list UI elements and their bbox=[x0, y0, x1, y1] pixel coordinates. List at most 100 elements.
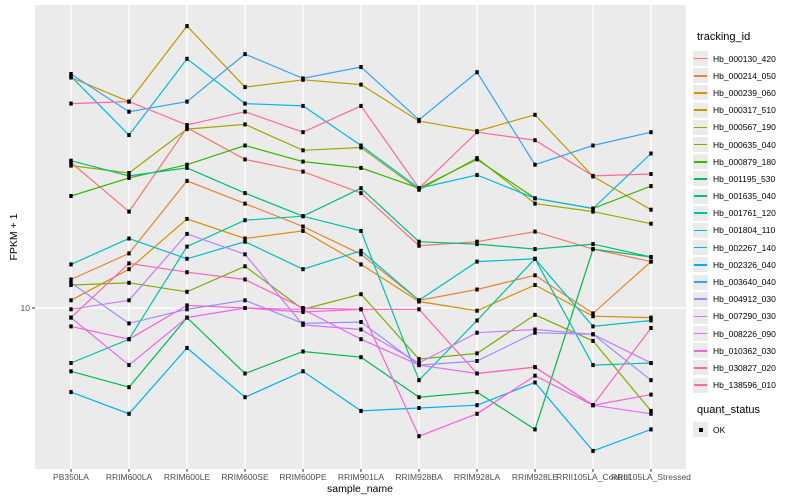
data-point bbox=[533, 373, 537, 378]
data-point bbox=[185, 123, 189, 127]
data-point bbox=[475, 318, 479, 323]
quant-legend-key bbox=[693, 422, 708, 438]
legend-swatch-line-icon bbox=[694, 92, 707, 94]
data-point bbox=[69, 283, 73, 287]
data-point bbox=[185, 24, 189, 29]
legend-key bbox=[693, 240, 708, 256]
x-tick-label: RRIM901LA bbox=[338, 472, 385, 482]
data-point bbox=[533, 273, 537, 278]
legend-item-label: Hb_000130_420 bbox=[713, 53, 776, 64]
data-point bbox=[127, 99, 131, 104]
data-point bbox=[127, 321, 131, 326]
legend-swatch-line-icon bbox=[694, 367, 707, 369]
data-point bbox=[591, 403, 595, 408]
data-point bbox=[417, 186, 421, 191]
data-point bbox=[69, 280, 73, 285]
data-point bbox=[417, 117, 421, 122]
data-point bbox=[649, 207, 653, 212]
data-point bbox=[359, 103, 363, 108]
x-tick-label: RRIM600SE bbox=[221, 472, 269, 482]
data-point bbox=[185, 256, 189, 261]
legend-swatch-line-icon bbox=[694, 109, 707, 111]
data-point bbox=[533, 256, 537, 261]
data-point bbox=[127, 209, 131, 214]
legend-swatch-line-icon bbox=[694, 315, 707, 318]
data-point bbox=[243, 306, 247, 310]
data-point bbox=[243, 298, 247, 303]
data-point bbox=[185, 127, 189, 132]
data-point bbox=[475, 403, 479, 408]
data-point bbox=[649, 378, 653, 383]
legend-swatch-line-icon bbox=[694, 298, 707, 300]
data-point bbox=[69, 158, 73, 163]
data-point bbox=[359, 186, 363, 191]
x-tick-label: RRIM600LA bbox=[106, 472, 153, 482]
legend-item: Hb_000214_050 bbox=[693, 67, 776, 84]
data-point bbox=[533, 196, 537, 201]
data-point bbox=[591, 247, 595, 252]
x-tick-label: RRIM928BA bbox=[395, 472, 443, 482]
data-point bbox=[533, 201, 537, 206]
data-point bbox=[185, 244, 189, 249]
legend-item: Hb_000239_060 bbox=[693, 84, 776, 101]
data-point bbox=[533, 380, 537, 385]
data-point bbox=[69, 298, 73, 303]
data-point bbox=[301, 310, 305, 314]
legend-key bbox=[693, 274, 708, 290]
data-point bbox=[359, 165, 363, 170]
legend-swatch-line-icon bbox=[694, 126, 707, 129]
data-point bbox=[359, 320, 363, 324]
data-point bbox=[533, 112, 537, 117]
data-point bbox=[243, 218, 247, 223]
legend-item-label: Hb_002267_140 bbox=[713, 242, 776, 253]
data-point bbox=[533, 312, 537, 317]
legend-item-label: Hb_010362_030 bbox=[713, 345, 776, 356]
legend-item: Hb_007290_030 bbox=[693, 308, 776, 325]
data-point bbox=[243, 236, 247, 241]
legend-item-label: Hb_007290_030 bbox=[713, 311, 776, 322]
legend-swatch-line-icon bbox=[694, 384, 707, 386]
x-tick-label: RRIM600LE bbox=[164, 472, 211, 482]
legend-key bbox=[693, 291, 708, 307]
data-point bbox=[533, 229, 537, 234]
legend-item: Hb_008226_090 bbox=[693, 325, 776, 342]
data-point bbox=[69, 324, 73, 329]
legend-item: Hb_138596_010 bbox=[693, 377, 776, 394]
data-point bbox=[533, 365, 537, 370]
legend-item: Hb_000567_190 bbox=[693, 119, 776, 136]
legend-item-label: Hb_002326_040 bbox=[713, 259, 776, 270]
legend-item: Hb_000879_180 bbox=[693, 153, 776, 170]
legend-swatch-line-icon bbox=[694, 178, 707, 180]
data-point bbox=[533, 327, 537, 332]
data-point bbox=[185, 303, 189, 308]
data-point bbox=[301, 169, 305, 174]
data-point bbox=[475, 130, 479, 135]
data-point bbox=[475, 70, 479, 75]
data-point bbox=[649, 151, 653, 156]
data-point bbox=[243, 239, 247, 244]
legend-item-label: Hb_000239_060 bbox=[713, 87, 776, 98]
data-point bbox=[359, 355, 363, 360]
data-point bbox=[185, 345, 189, 350]
data-point bbox=[475, 173, 479, 177]
data-point bbox=[243, 109, 247, 114]
legend-key bbox=[693, 222, 708, 238]
legend-item-label: Hb_001635_040 bbox=[713, 191, 776, 202]
data-point bbox=[243, 277, 247, 282]
legend-item: Hb_000635_040 bbox=[693, 136, 776, 153]
data-point bbox=[533, 247, 537, 252]
legend-key bbox=[693, 188, 708, 204]
data-point bbox=[127, 385, 131, 390]
legend-swatch-line-icon bbox=[694, 281, 707, 283]
data-point bbox=[127, 261, 131, 266]
x-tick-label: RRIM928LE bbox=[512, 472, 559, 482]
legend-item: Hb_002267_140 bbox=[693, 239, 776, 256]
data-point bbox=[417, 239, 421, 244]
data-point bbox=[127, 109, 131, 114]
data-point bbox=[69, 307, 73, 312]
data-point bbox=[185, 56, 189, 61]
data-point bbox=[127, 411, 131, 416]
data-point bbox=[649, 172, 653, 176]
data-point bbox=[591, 209, 595, 214]
data-point bbox=[69, 101, 73, 106]
